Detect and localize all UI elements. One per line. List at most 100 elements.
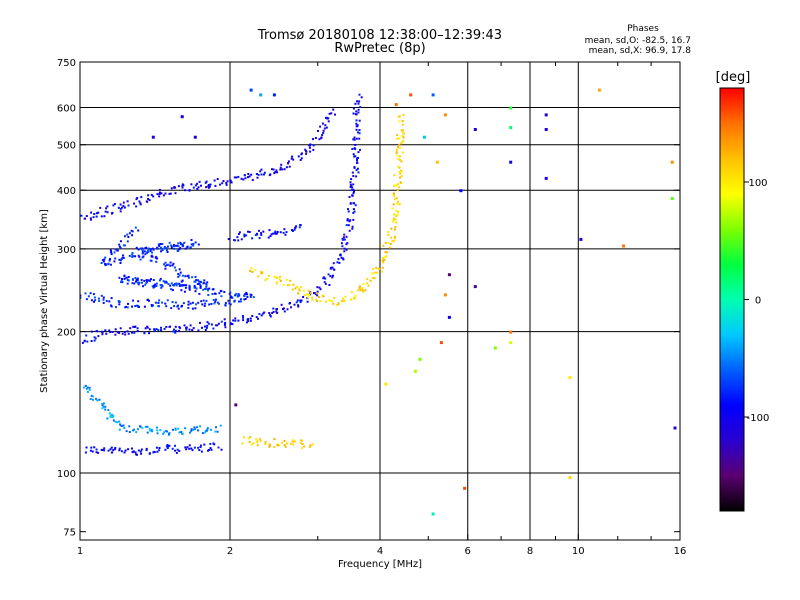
trace-mark	[354, 294, 357, 297]
trace-mark	[105, 332, 108, 335]
trace-mark	[281, 441, 283, 444]
trace-mark	[181, 284, 184, 286]
trace-mark	[136, 277, 139, 280]
trace-mark	[191, 329, 194, 331]
trace-mark	[158, 299, 161, 302]
trace-mark	[98, 300, 101, 302]
trace-mark	[151, 251, 154, 254]
trace-mark	[316, 292, 318, 295]
trace-mark	[391, 219, 394, 222]
trace-mark	[140, 448, 143, 451]
trace-mark	[102, 402, 105, 405]
trace-mark	[212, 327, 215, 330]
trace-mark	[232, 319, 235, 322]
trace-mark	[164, 448, 167, 451]
trace-mark	[198, 280, 201, 283]
trace-mark	[121, 278, 123, 280]
trace-mark	[244, 174, 246, 177]
trace-mark	[122, 254, 125, 257]
echo-point	[493, 346, 497, 350]
trace-mark	[156, 247, 159, 250]
trace-mark	[306, 300, 309, 303]
trace-mark	[401, 135, 404, 137]
trace-mark	[273, 438, 276, 440]
trace-mark	[275, 169, 278, 172]
trace-mark	[290, 306, 292, 309]
trace-mark	[166, 430, 169, 433]
trace-mark	[359, 289, 362, 292]
trace-mark	[340, 256, 343, 259]
trace-mark	[398, 143, 401, 146]
trace-mark	[272, 307, 275, 310]
trace-mark	[196, 188, 199, 190]
echo-point	[394, 103, 398, 107]
trace-mark	[397, 211, 400, 213]
trace-mark	[144, 327, 147, 330]
trace-mark	[107, 409, 110, 412]
trace-mark	[179, 247, 182, 250]
trace-mark	[357, 108, 360, 111]
trace-mark	[357, 171, 360, 174]
echo-point	[473, 285, 477, 289]
trace-mark	[109, 263, 112, 266]
trace-mark	[398, 120, 401, 123]
trace-mark	[295, 285, 298, 288]
trace-mark	[121, 256, 124, 259]
trace-mark	[169, 261, 172, 264]
trace-mark	[242, 178, 245, 181]
trace-mark	[312, 138, 314, 141]
trace-mark	[258, 437, 261, 440]
trace-mark	[156, 450, 159, 453]
trace-mark	[195, 303, 198, 306]
trace-mark	[192, 186, 195, 189]
trace-mark	[93, 213, 96, 215]
trace-mark	[169, 264, 172, 267]
trace-mark	[125, 305, 127, 308]
trace-mark	[343, 299, 346, 302]
trace-mark	[208, 287, 211, 290]
trace-mark	[352, 138, 355, 141]
trace-mark	[242, 436, 245, 439]
trace-mark	[237, 175, 240, 178]
trace-mark	[141, 251, 144, 254]
trace-mark	[355, 128, 358, 131]
trace-mark	[328, 299, 331, 302]
trace-mark	[290, 442, 292, 445]
trace-mark	[278, 444, 281, 447]
trace-mark	[257, 317, 259, 320]
trace-mark	[131, 230, 134, 233]
trace-mark	[176, 305, 179, 308]
trace-mark	[168, 432, 171, 435]
trace-mark	[163, 245, 166, 248]
echo-point	[413, 369, 417, 373]
trace-mark	[123, 451, 126, 454]
trace-mark	[216, 178, 219, 180]
trace-mark	[168, 192, 171, 195]
trace-mark	[205, 282, 208, 285]
trace-mark	[336, 261, 339, 264]
trace-mark	[256, 233, 259, 236]
trace-mark	[257, 275, 260, 278]
trace-mark	[95, 212, 98, 215]
trace-mark	[136, 279, 139, 282]
trace-mark	[115, 306, 117, 309]
echo-point	[447, 315, 451, 319]
trace-mark	[187, 300, 190, 303]
trace-mark	[162, 432, 165, 435]
trace-mark	[97, 297, 100, 300]
trace-mark	[285, 231, 288, 234]
trace-mark	[194, 428, 197, 430]
trace-mark	[251, 315, 254, 317]
echo-point	[418, 357, 422, 361]
trace-mark	[274, 232, 277, 235]
trace-mark	[148, 427, 151, 430]
trace-mark	[271, 168, 273, 171]
trace-mark	[131, 256, 134, 258]
trace-mark	[314, 292, 317, 295]
trace-f-layer-o-mode-trace	[81, 93, 363, 344]
trace-mark	[398, 186, 401, 189]
trace-mark	[118, 303, 121, 306]
trace-mark	[260, 314, 263, 317]
trace-mark	[358, 119, 361, 122]
trace-mark	[206, 428, 209, 431]
